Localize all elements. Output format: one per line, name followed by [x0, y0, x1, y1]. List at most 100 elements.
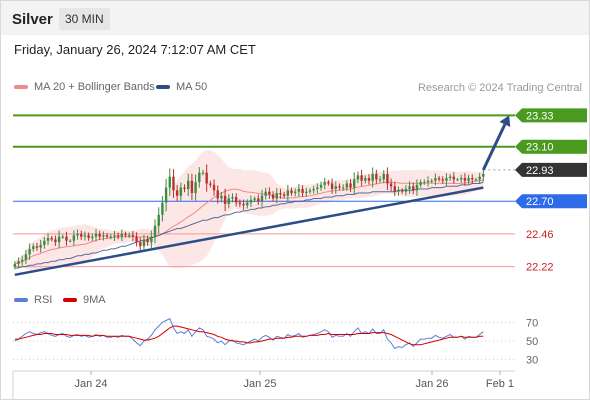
- candle: [39, 244, 42, 248]
- candle: [80, 233, 83, 237]
- candle: [194, 182, 197, 194]
- x-tick-label: Jan 24: [74, 378, 107, 390]
- rsi-ma9-line: [14, 325, 484, 346]
- candle: [393, 186, 396, 192]
- candle: [319, 184, 323, 188]
- level-tag-0: [515, 108, 587, 123]
- candle: [264, 191, 267, 196]
- candle: [150, 236, 153, 243]
- candle: [24, 254, 28, 260]
- candle: [231, 197, 234, 199]
- candle: [371, 173, 374, 181]
- candle: [227, 198, 230, 204]
- legend-ma9: 9MA: [63, 294, 106, 306]
- candle: [482, 173, 485, 177]
- candle: [282, 194, 286, 196]
- candle: [17, 261, 20, 264]
- candle: [364, 178, 367, 181]
- candle: [220, 195, 223, 199]
- trend-line: [14, 186, 484, 277]
- candle: [471, 178, 474, 180]
- candle: [286, 190, 290, 196]
- candle: [423, 182, 426, 184]
- ma50-swatch: [156, 85, 170, 89]
- candle: [268, 191, 271, 195]
- candle: [234, 197, 238, 203]
- candle: [290, 190, 293, 194]
- candle: [397, 190, 400, 192]
- candle: [334, 186, 337, 189]
- candle: [161, 202, 164, 215]
- ma20-line: [14, 179, 484, 265]
- rsi-tick-label: 30: [526, 355, 538, 367]
- candle: [297, 188, 301, 192]
- candle: [76, 233, 79, 236]
- candle: [360, 175, 363, 181]
- rsi-tick-label: 70: [526, 317, 538, 329]
- forecast-arrow-head: [499, 115, 511, 127]
- candle: [400, 190, 404, 192]
- level-tag-2: [515, 162, 587, 177]
- candle: [209, 183, 212, 185]
- candle: [271, 194, 275, 199]
- candle: [345, 183, 349, 188]
- candle: [128, 235, 131, 237]
- candle: [330, 183, 334, 189]
- candle: [242, 203, 245, 206]
- candle: [327, 182, 330, 184]
- rsi-line: [14, 317, 484, 350]
- candle: [216, 190, 219, 199]
- candle: [430, 180, 433, 182]
- candle: [249, 199, 253, 203]
- x-tick-label: Jan 25: [243, 378, 276, 390]
- candle: [316, 187, 319, 189]
- candle: [172, 176, 175, 191]
- candle: [474, 179, 478, 181]
- candle: [445, 178, 448, 181]
- candles: [13, 164, 485, 270]
- candle: [91, 236, 94, 239]
- rsi-label: RSI: [34, 294, 53, 306]
- candle: [179, 187, 183, 196]
- candle: [61, 236, 64, 238]
- legend-ma50: MA 50: [156, 81, 207, 93]
- candle: [353, 179, 356, 188]
- candle: [437, 178, 441, 180]
- candle: [386, 173, 389, 184]
- candle: [456, 179, 459, 181]
- level-label-4: 22.46: [526, 229, 554, 241]
- candle: [87, 235, 90, 239]
- candle: [65, 236, 68, 241]
- legend-ma20: MA 20 + Bollinger Bands: [14, 81, 155, 93]
- candle: [57, 236, 61, 243]
- ma20-swatch: [14, 85, 28, 89]
- candle: [246, 202, 249, 206]
- candle: [212, 184, 216, 191]
- candle: [238, 202, 242, 204]
- candle: [441, 179, 444, 181]
- candle: [312, 188, 315, 191]
- candle: [463, 178, 467, 181]
- level-label-1: 23.10: [526, 142, 554, 154]
- interval-badge[interactable]: 30 MIN: [59, 8, 110, 30]
- forecast-arrow-shaft: [481, 123, 507, 171]
- candle: [113, 235, 116, 237]
- candle: [275, 193, 278, 199]
- candle: [146, 239, 149, 243]
- candle: [205, 172, 208, 184]
- candle: [94, 233, 98, 237]
- candle: [175, 190, 179, 196]
- level-label-2: 22.93: [526, 165, 554, 177]
- research-credit: Research © 2024 Trading Central: [417, 82, 582, 94]
- ma9-label: 9MA: [83, 294, 106, 306]
- candle: [32, 246, 35, 249]
- candle: [460, 178, 463, 180]
- candle: [46, 238, 50, 241]
- candle: [124, 233, 127, 236]
- candle: [467, 178, 470, 181]
- candle: [142, 239, 146, 247]
- ma50-label: MA 50: [176, 81, 208, 93]
- candle: [164, 187, 168, 203]
- x-tick-label: Feb 1: [486, 378, 514, 390]
- candle: [419, 182, 422, 185]
